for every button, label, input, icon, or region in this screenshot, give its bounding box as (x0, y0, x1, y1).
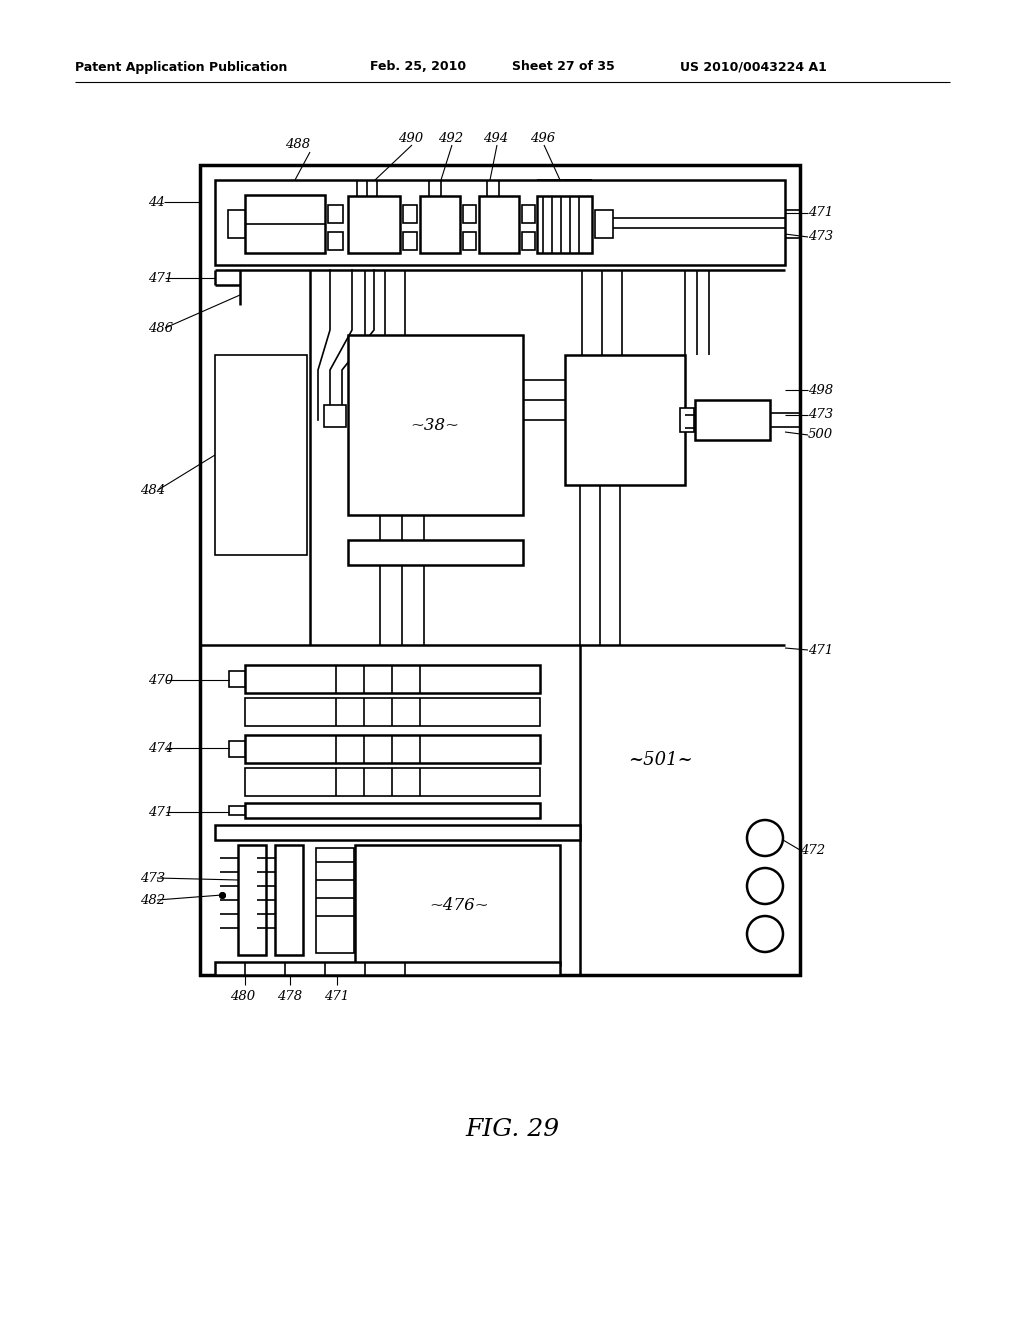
Bar (479, 195, 519, 253)
Bar (595, 210, 613, 238)
Bar (238, 845, 266, 954)
Bar (245, 665, 540, 693)
Text: ~501~: ~501~ (628, 751, 692, 770)
Text: ~38~: ~38~ (411, 417, 460, 433)
Bar (245, 803, 540, 818)
Text: 44: 44 (148, 195, 165, 209)
Text: 473: 473 (808, 231, 834, 243)
Bar (215, 355, 307, 554)
Bar (463, 205, 476, 223)
Bar (200, 165, 800, 975)
Bar (328, 205, 343, 223)
Text: 496: 496 (530, 132, 555, 144)
Bar (229, 741, 245, 756)
Bar (348, 335, 523, 515)
Bar (328, 232, 343, 249)
Bar (229, 807, 245, 814)
Text: 474: 474 (148, 742, 173, 755)
Text: 494: 494 (483, 132, 508, 144)
Bar (403, 232, 417, 249)
Text: 488: 488 (285, 139, 310, 152)
Bar (245, 735, 540, 763)
Bar (275, 845, 303, 954)
Text: 500: 500 (808, 429, 834, 441)
Text: 471: 471 (808, 206, 834, 219)
Text: US 2010/0043224 A1: US 2010/0043224 A1 (680, 61, 826, 74)
Bar (229, 671, 245, 686)
Text: Feb. 25, 2010: Feb. 25, 2010 (370, 61, 466, 74)
Text: ~476~: ~476~ (429, 896, 488, 913)
Bar (245, 195, 325, 253)
Text: 473: 473 (808, 408, 834, 421)
Text: 473: 473 (140, 871, 165, 884)
Text: FIG. 29: FIG. 29 (465, 1118, 559, 1142)
Text: 492: 492 (438, 132, 463, 144)
Bar (215, 180, 785, 265)
Text: 470: 470 (148, 673, 173, 686)
Bar (324, 405, 346, 426)
Bar (537, 195, 592, 253)
Text: 471: 471 (148, 805, 173, 818)
Text: 471: 471 (808, 644, 834, 656)
Text: 478: 478 (278, 990, 302, 1003)
Bar (680, 408, 694, 432)
Bar (245, 698, 540, 726)
Bar (316, 847, 354, 953)
Text: 486: 486 (148, 322, 173, 334)
Bar (355, 845, 560, 965)
Bar (348, 540, 523, 565)
Text: Sheet 27 of 35: Sheet 27 of 35 (512, 61, 614, 74)
Text: 472: 472 (800, 843, 825, 857)
Bar (522, 232, 535, 249)
Text: 471: 471 (324, 990, 349, 1003)
Text: 480: 480 (230, 990, 255, 1003)
Text: 484: 484 (140, 483, 165, 496)
Bar (695, 400, 770, 440)
Bar (215, 825, 580, 840)
Bar (522, 205, 535, 223)
Bar (565, 355, 685, 484)
Bar (215, 962, 560, 975)
Text: 498: 498 (808, 384, 834, 396)
Bar (403, 205, 417, 223)
Bar (463, 232, 476, 249)
Text: 471: 471 (148, 272, 173, 285)
Text: 482: 482 (140, 894, 165, 907)
Bar (348, 195, 400, 253)
Text: 490: 490 (398, 132, 423, 144)
Bar (420, 195, 460, 253)
Text: Patent Application Publication: Patent Application Publication (75, 61, 288, 74)
Bar (245, 768, 540, 796)
Bar (228, 210, 245, 238)
